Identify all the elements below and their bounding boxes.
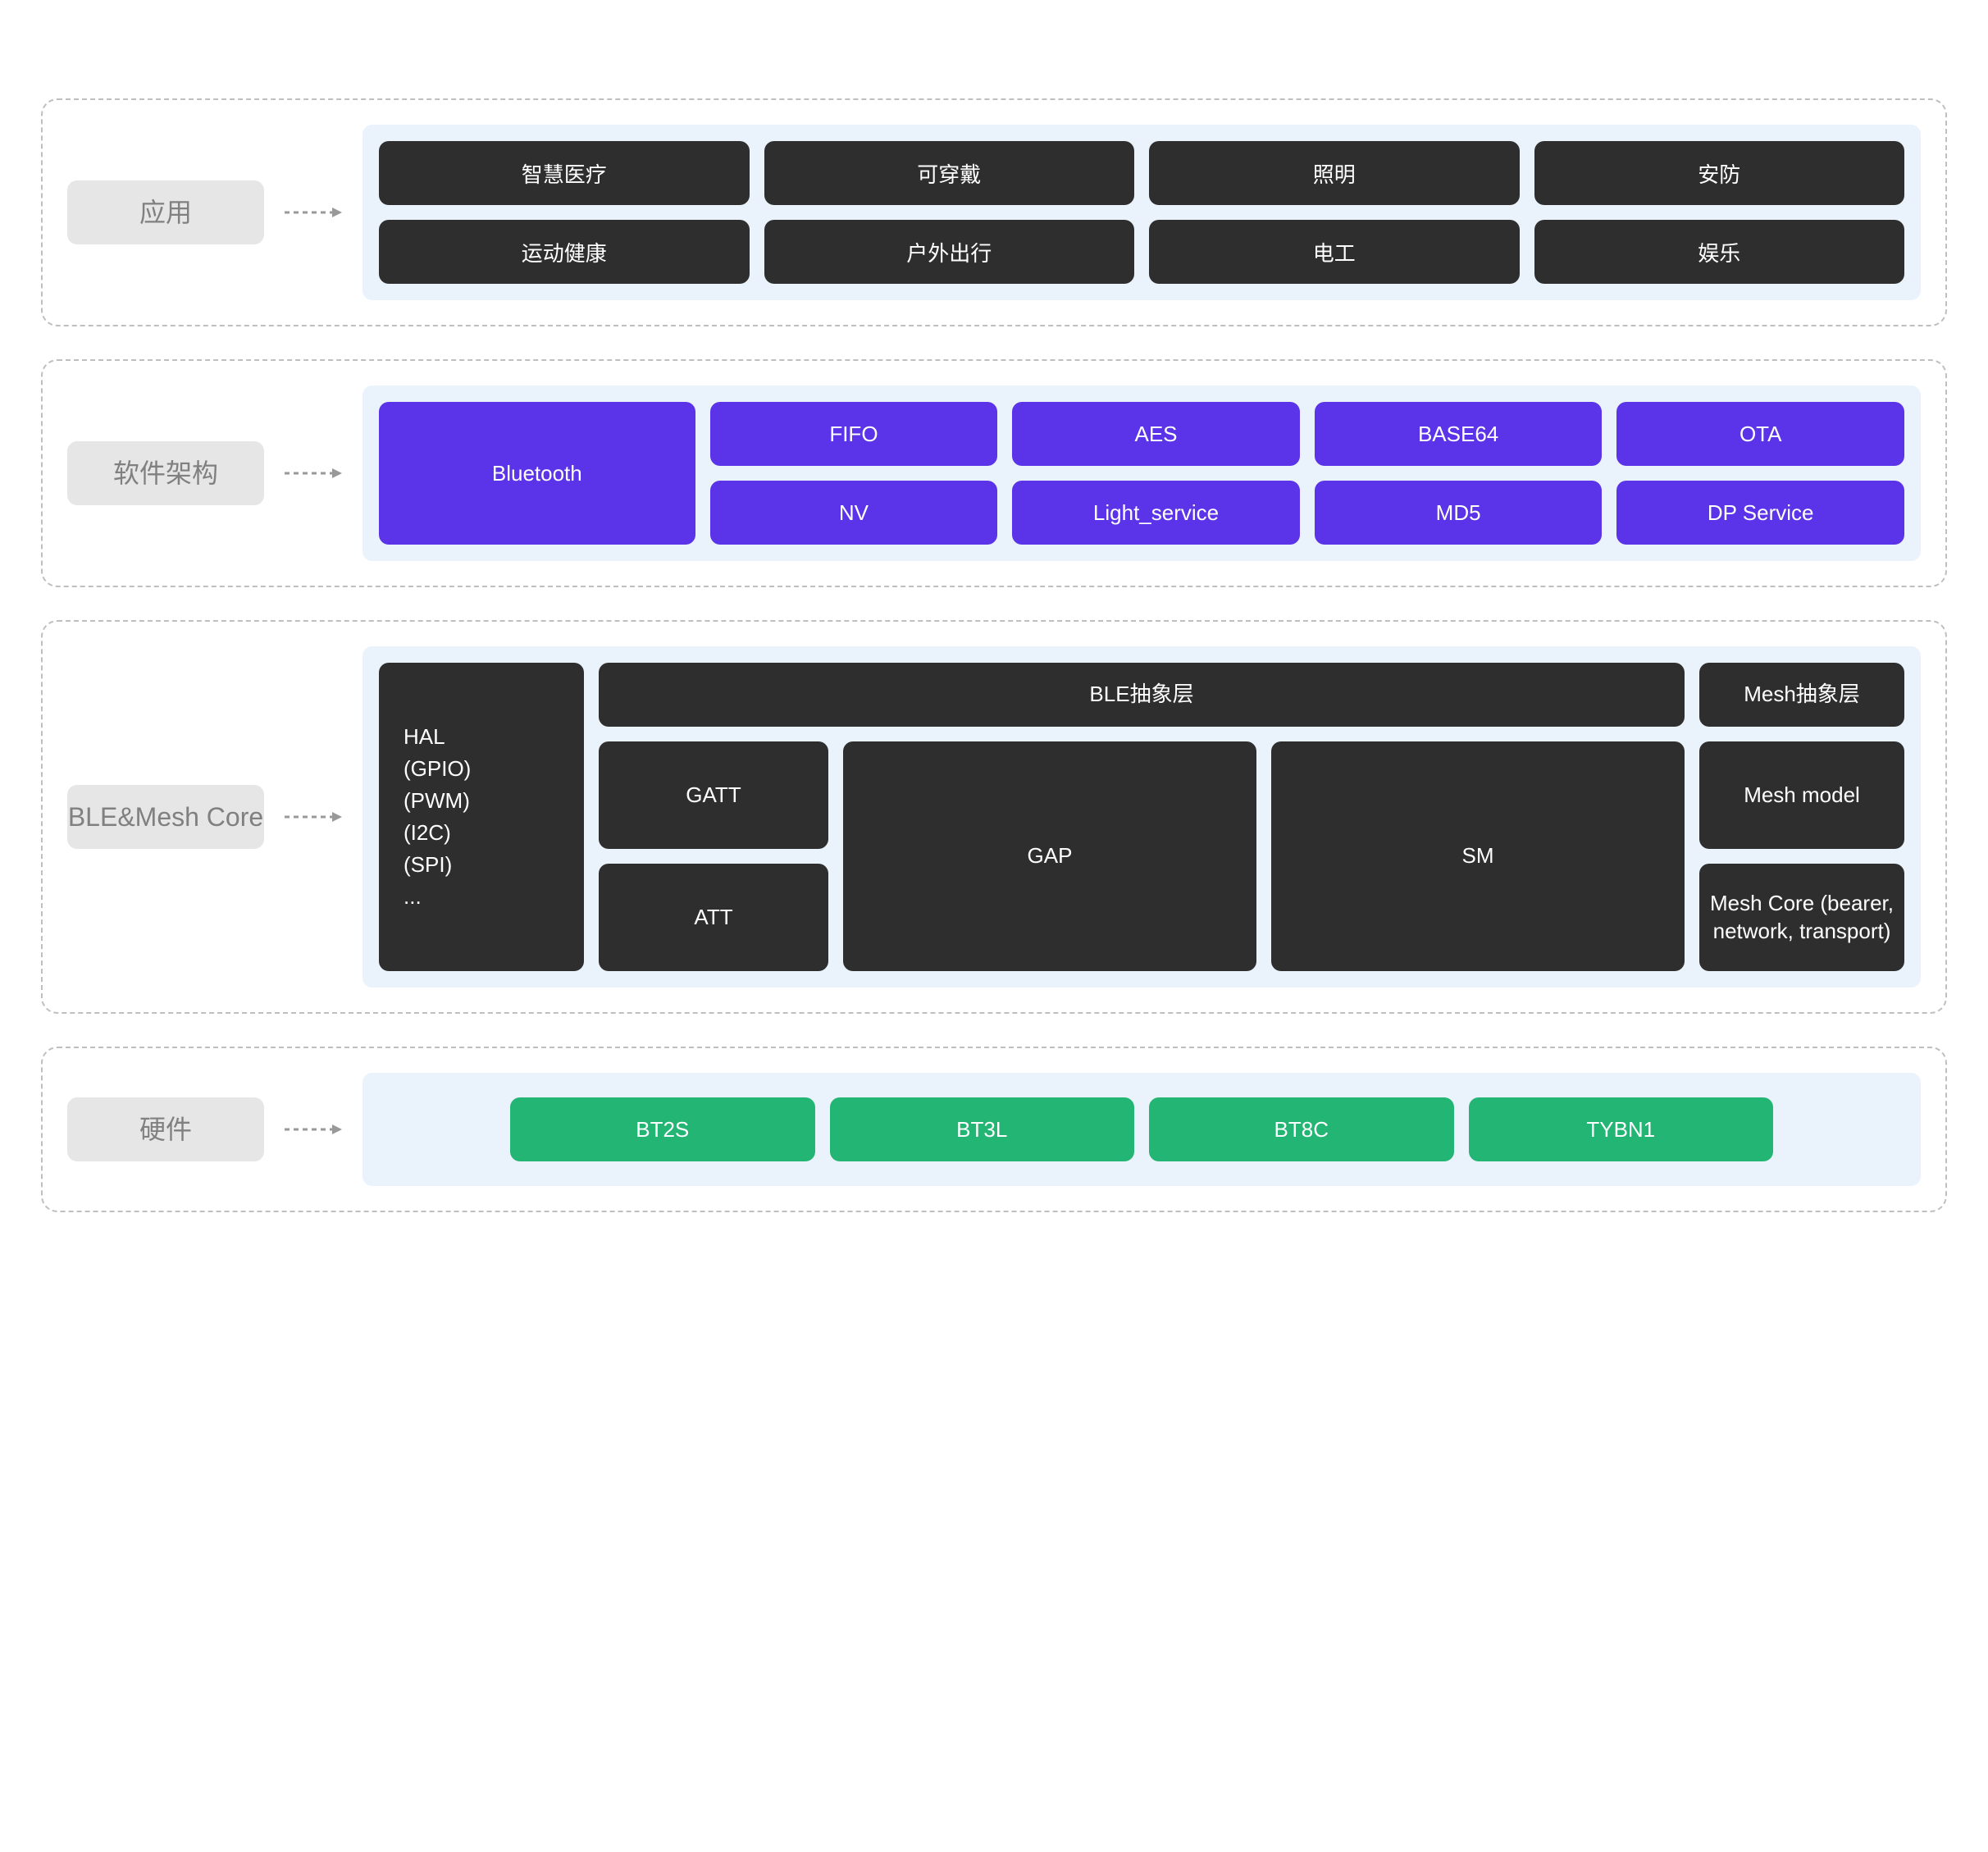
core-att: ATT: [599, 864, 828, 971]
hal-line: (I2C): [404, 817, 559, 849]
software-item: Light_service: [1012, 481, 1300, 545]
hardware-item: BT3L: [830, 1097, 1135, 1161]
app-item: 娱乐: [1534, 220, 1905, 284]
layer-core: BLE&Mesh Core HAL (GPIO) (PWM) (I2C) (SP…: [41, 620, 1947, 1014]
core-sm: SM: [1271, 741, 1685, 971]
core-gap: GAP: [843, 741, 1256, 971]
hardware-item: TYBN1: [1469, 1097, 1774, 1161]
layer-app: 应用 智慧医疗 可穿戴 照明 安防 运动健康 户外出行 电工 娱乐: [41, 98, 1947, 326]
hal-line: ...: [404, 881, 559, 913]
layer-hardware: 硬件 BT2S BT3L BT8C TYBN1: [41, 1047, 1947, 1212]
app-item: 安防: [1534, 141, 1905, 205]
layer-label-hardware: 硬件: [67, 1097, 264, 1161]
arrow-icon: [285, 809, 342, 825]
hal-line: (GPIO): [404, 753, 559, 785]
app-item: 智慧医疗: [379, 141, 750, 205]
panel-app: 智慧医疗 可穿戴 照明 安防 运动健康 户外出行 电工 娱乐: [362, 125, 1921, 300]
software-item: DP Service: [1616, 481, 1904, 545]
software-item: BASE64: [1315, 402, 1603, 466]
layer-software: 软件架构 Bluetooth FIFO AES BASE64 OTA NV Li…: [41, 359, 1947, 587]
software-bluetooth: Bluetooth: [379, 402, 695, 545]
app-item: 电工: [1149, 220, 1520, 284]
panel-core: HAL (GPIO) (PWM) (I2C) (SPI) ... BLE抽象层 …: [362, 646, 1921, 988]
panel-hardware: BT2S BT3L BT8C TYBN1: [362, 1073, 1921, 1186]
app-item: 户外出行: [764, 220, 1135, 284]
layer-label-core: BLE&Mesh Core: [67, 785, 264, 849]
core-ble-abstract: BLE抽象层: [599, 663, 1685, 727]
layer-label-app: 应用: [67, 180, 264, 244]
arrow-icon: [285, 465, 342, 481]
arrow-icon: [285, 204, 342, 221]
app-item: 照明: [1149, 141, 1520, 205]
hal-line: (PWM): [404, 785, 559, 817]
app-item: 可穿戴: [764, 141, 1135, 205]
core-mesh-model: Mesh model: [1699, 741, 1904, 849]
core-gatt: GATT: [599, 741, 828, 849]
hal-line: HAL: [404, 721, 559, 753]
core-mesh-abstract: Mesh抽象层: [1699, 663, 1904, 727]
arrow-icon: [285, 1121, 342, 1138]
layer-label-software: 软件架构: [67, 441, 264, 505]
app-item: 运动健康: [379, 220, 750, 284]
software-item: OTA: [1616, 402, 1904, 466]
hardware-item: BT2S: [510, 1097, 815, 1161]
software-item: AES: [1012, 402, 1300, 466]
core-mesh-core: Mesh Core (bearer, network, transport): [1699, 864, 1904, 971]
software-item: MD5: [1315, 481, 1603, 545]
core-hal: HAL (GPIO) (PWM) (I2C) (SPI) ...: [379, 663, 584, 971]
software-item: FIFO: [710, 402, 998, 466]
hal-line: (SPI): [404, 849, 559, 881]
software-item: NV: [710, 481, 998, 545]
hardware-item: BT8C: [1149, 1097, 1454, 1161]
panel-software: Bluetooth FIFO AES BASE64 OTA NV Light_s…: [362, 385, 1921, 561]
